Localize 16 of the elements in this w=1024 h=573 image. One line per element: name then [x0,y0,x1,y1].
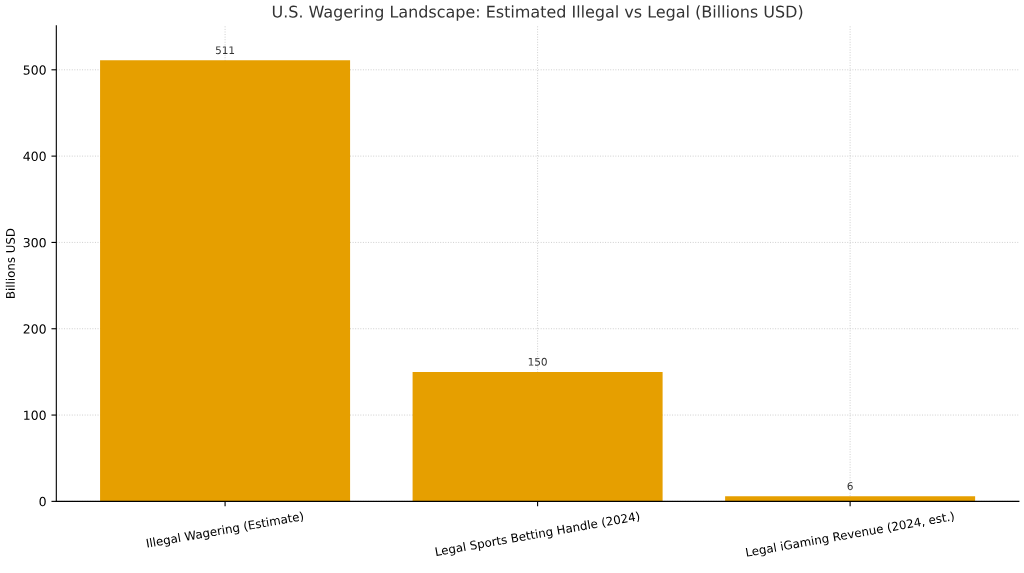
bar [412,371,663,502]
y-tick-label: 300 [23,237,46,248]
y-tick-label: 0 [39,496,46,507]
data-label: 6 [847,482,853,491]
y-tick-label: 400 [23,151,46,162]
chart-title: U.S. Wagering Landscape: Estimated Illegal vs Legal (Billions USD) [272,5,803,21]
bar [100,60,351,502]
y-tick-label: 200 [23,324,46,334]
y-tick-label: 500 [23,65,46,75]
y-tick-label: 100 [24,410,46,420]
y-axis-title: Billions USD [5,228,15,298]
data-label: 150 [528,357,547,366]
x-tick-label: Legal iGaming Revenue (2024, est.) [745,511,955,560]
data-label: 511 [215,46,235,55]
bar [725,496,976,502]
x-tick-label: Legal Sports Betting Handle (2024) [435,511,641,559]
